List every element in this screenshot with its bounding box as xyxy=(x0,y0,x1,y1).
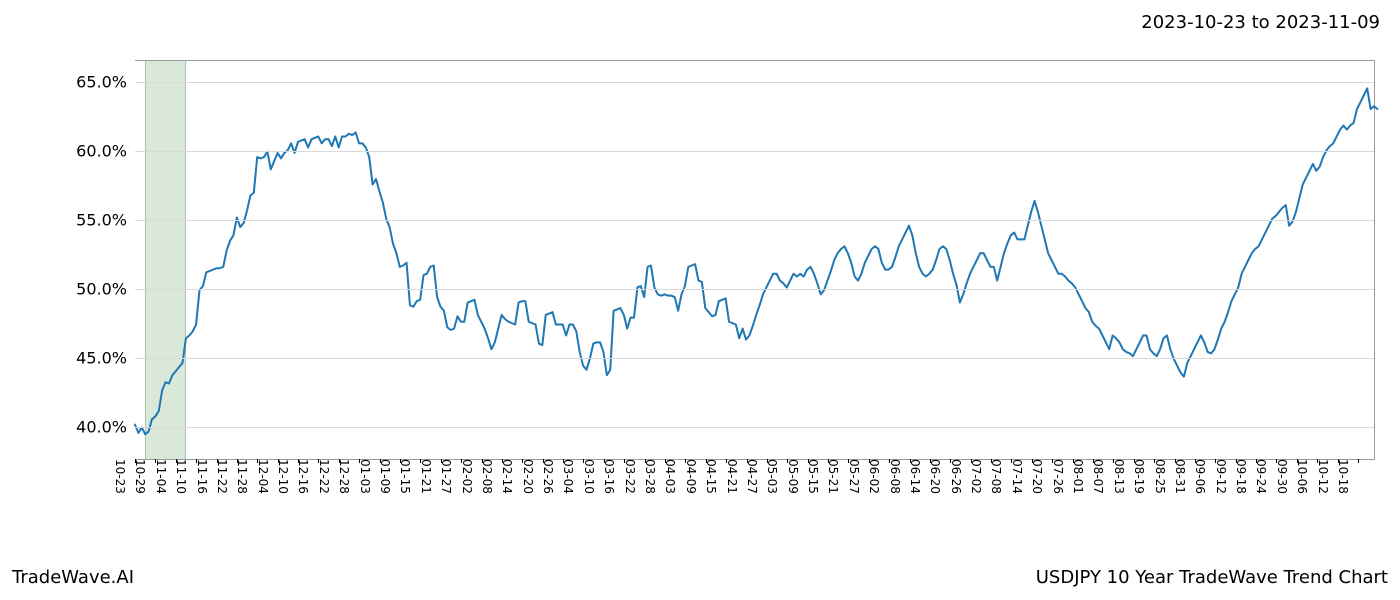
xtick-label: 12-04 xyxy=(256,459,274,494)
xtick-label: 05-27 xyxy=(847,459,865,494)
brand-label: TradeWave.AI xyxy=(12,567,134,588)
xtick-label: 09-30 xyxy=(1275,459,1293,494)
xtick-label: 11-16 xyxy=(195,459,213,494)
xtick-label: 07-20 xyxy=(1030,459,1048,494)
xtick-label: 05-15 xyxy=(806,459,824,494)
xtick-label: 04-27 xyxy=(745,459,763,494)
xtick-label: 06-14 xyxy=(908,459,926,494)
xtick-label: 02-08 xyxy=(480,459,498,494)
xtick-label: 03-04 xyxy=(561,459,579,494)
trend-chart: 40.0% 45.0% 50.0% 55.0% 60.0% 65.0% 10-2310-29… xyxy=(0,50,1400,550)
xtick-label: 11-28 xyxy=(235,459,253,494)
xtick-label: 09-06 xyxy=(1193,459,1211,494)
xtick-label: 03-28 xyxy=(643,459,661,494)
plot-area: 40.0%45.0%50.0%55.0%60.0%65.0%10-2310-29… xyxy=(135,60,1375,460)
ytick-label: 60.0% xyxy=(76,141,135,160)
xtick-label: 04-15 xyxy=(704,459,722,494)
ytick-label: 65.0% xyxy=(76,72,135,91)
gridline-h xyxy=(135,151,1374,152)
xtick-label: 02-14 xyxy=(500,459,518,494)
xtick-label: 03-16 xyxy=(602,459,620,494)
xtick-label: 05-21 xyxy=(826,459,844,494)
xtick-label: 09-12 xyxy=(1214,459,1232,494)
xtick-mark xyxy=(1358,459,1359,463)
ytick-label: 55.0% xyxy=(76,210,135,229)
xtick-label: 09-18 xyxy=(1234,459,1252,494)
trend-line xyxy=(135,88,1377,434)
xtick-label: 07-08 xyxy=(989,459,1007,494)
xtick-label: 08-01 xyxy=(1071,459,1089,494)
ytick-label: 45.0% xyxy=(76,348,135,367)
xtick-label: 04-09 xyxy=(684,459,702,494)
xtick-label: 11-22 xyxy=(215,459,233,494)
xtick-label: 09-24 xyxy=(1254,459,1272,494)
xtick-label: 07-26 xyxy=(1051,459,1069,494)
xtick-label: 07-14 xyxy=(1010,459,1028,494)
gridline-h xyxy=(135,358,1374,359)
xtick-label: 04-03 xyxy=(663,459,681,494)
xtick-label: 08-31 xyxy=(1173,459,1191,494)
xtick-label: 01-15 xyxy=(398,459,416,494)
xtick-label: 02-26 xyxy=(541,459,559,494)
xtick-label: 12-22 xyxy=(317,459,335,494)
ytick-label: 50.0% xyxy=(76,279,135,298)
xtick-label: 12-28 xyxy=(337,459,355,494)
gridline-h xyxy=(135,82,1374,83)
xtick-label: 11-04 xyxy=(154,459,172,494)
xtick-label: 07-02 xyxy=(969,459,987,494)
xtick-label: 02-02 xyxy=(460,459,478,494)
gridline-h xyxy=(135,427,1374,428)
gridline-h xyxy=(135,220,1374,221)
line-layer xyxy=(135,61,1374,459)
xtick-label: 06-02 xyxy=(867,459,885,494)
xtick-label: 01-27 xyxy=(439,459,457,494)
xtick-label: 02-20 xyxy=(521,459,539,494)
xtick-label: 06-08 xyxy=(888,459,906,494)
xtick-label: 12-16 xyxy=(296,459,314,494)
xtick-label: 10-23 xyxy=(113,459,131,494)
xtick-label: 06-26 xyxy=(949,459,967,494)
xtick-label: 08-25 xyxy=(1153,459,1171,494)
xtick-label: 10-06 xyxy=(1295,459,1313,494)
xtick-label: 01-03 xyxy=(358,459,376,494)
chart-title: USDJPY 10 Year TradeWave Trend Chart xyxy=(1036,567,1388,588)
xtick-label: 08-07 xyxy=(1091,459,1109,494)
gridline-h xyxy=(135,289,1374,290)
xtick-label: 10-18 xyxy=(1336,459,1354,494)
xtick-label: 08-19 xyxy=(1132,459,1150,494)
xtick-label: 06-20 xyxy=(928,459,946,494)
date-range-label: 2023-10-23 to 2023-11-09 xyxy=(1141,12,1380,33)
xtick-label: 10-12 xyxy=(1316,459,1334,494)
xtick-label: 12-10 xyxy=(276,459,294,494)
xtick-label: 01-21 xyxy=(419,459,437,494)
xtick-label: 08-13 xyxy=(1112,459,1130,494)
xtick-label: 11-10 xyxy=(174,459,192,494)
xtick-label: 03-22 xyxy=(623,459,641,494)
xtick-label: 05-09 xyxy=(786,459,804,494)
xtick-label: 05-03 xyxy=(765,459,783,494)
xtick-label: 10-29 xyxy=(133,459,151,494)
xtick-label: 03-10 xyxy=(582,459,600,494)
ytick-label: 40.0% xyxy=(76,417,135,436)
xtick-label: 01-09 xyxy=(378,459,396,494)
xtick-label: 04-21 xyxy=(725,459,743,494)
